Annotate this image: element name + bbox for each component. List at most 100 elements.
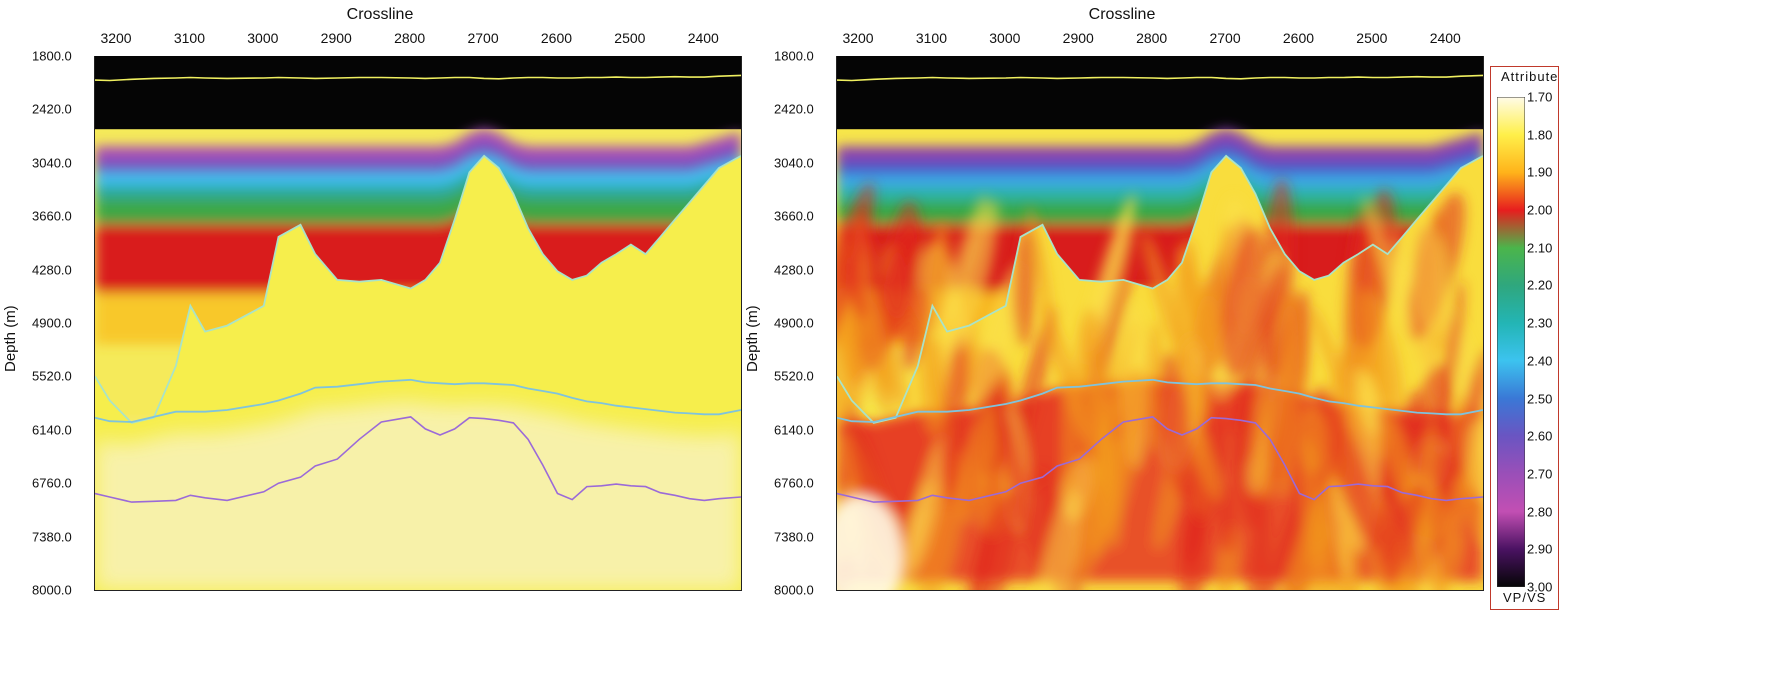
horizon-top: [837, 74, 1483, 82]
y-tick-label: 4280.0: [32, 262, 72, 278]
colorbar-tick-label: 1.90: [1527, 164, 1553, 180]
sediment-band: [837, 169, 1483, 202]
x-axis-title: Crossline: [346, 6, 414, 23]
y-tick-label: 3040.0: [32, 155, 72, 171]
colorbar-tick-label: 2.90: [1527, 541, 1553, 557]
colorbar-label: VP/VS: [1503, 590, 1547, 605]
velocity-streak: [1253, 386, 1276, 504]
x-tick-label: 3100: [173, 30, 205, 46]
y-tick-label: 5520.0: [774, 368, 814, 384]
y-tick-label: 4900.0: [774, 315, 814, 331]
velocity-streak: [1437, 533, 1463, 590]
water-layer: [837, 56, 1483, 130]
colorbar-title: Attribute: [1501, 69, 1559, 84]
velocity-streak: [1196, 276, 1216, 353]
colorbar-tick-label: 2.80: [1527, 504, 1553, 520]
colorbar-tick-label: 1.70: [1527, 89, 1553, 105]
velocity-streak: [1331, 479, 1352, 582]
water-layer: [95, 56, 741, 130]
colorbar-rect: [1497, 97, 1525, 587]
x-tick-label: 2400: [687, 30, 719, 46]
y-axis-title: Depth (m): [744, 305, 761, 372]
sediment-band: [95, 154, 741, 187]
x-tick-label: 2800: [1136, 30, 1168, 46]
horizon-base-salt: [837, 378, 1483, 423]
horizon-deep: [95, 416, 741, 503]
y-tick-label: 8000.0: [774, 582, 814, 598]
colorbar-tick-label: 2.40: [1527, 353, 1553, 369]
velocity-streak: [974, 262, 1025, 406]
pale-patch: [837, 495, 902, 590]
velocity-streak: [940, 332, 969, 500]
velocity-streak: [991, 379, 1041, 570]
velocity-streak: [1091, 192, 1136, 354]
velocity-streak: [1353, 367, 1379, 435]
velocity-streak: [1412, 225, 1447, 336]
velocity-streak: [1455, 349, 1483, 480]
velocity-streak: [1215, 221, 1231, 368]
x-tick-label: 2800: [394, 30, 426, 46]
y-tick-label: 6140.0: [774, 422, 814, 438]
x-tick-label: 3200: [100, 30, 132, 46]
y-tick-label: 7380.0: [32, 529, 72, 545]
velocity-streak: [1027, 206, 1053, 322]
y-tick-label: 1800.0: [774, 48, 814, 64]
y-tick-label: 3660.0: [774, 208, 814, 224]
y-tick-label: 3660.0: [32, 208, 72, 224]
x-tick-label: 2900: [1062, 30, 1094, 46]
horizon-top: [95, 74, 741, 82]
velocity-streak: [1237, 263, 1282, 419]
y-tick-label: 3040.0: [774, 155, 814, 171]
x-tick-label: 3000: [247, 30, 279, 46]
velocity-streak: [1274, 298, 1301, 496]
velocity-streak: [1246, 491, 1272, 590]
horizon-base-salt: [95, 378, 741, 423]
y-tick-label: 5520.0: [32, 368, 72, 384]
colorbar-tick-label: 2.20: [1527, 277, 1553, 293]
velocity-streak: [1438, 279, 1465, 442]
left-panel: Crossline Depth (m) 3200 3100 3000 2900 2800…: [0, 0, 760, 610]
velocity-streak: [1063, 364, 1077, 503]
x-tick-label: 2600: [1282, 30, 1315, 46]
x-tick-label: 2700: [1209, 30, 1241, 46]
velocity-streak: [919, 336, 945, 435]
velocity-streak: [1160, 352, 1193, 502]
velocity-streak: [1097, 425, 1121, 547]
x-tick-label: 2500: [1356, 30, 1388, 46]
left-plot-area: [94, 56, 742, 591]
velocity-streak: [1172, 348, 1206, 424]
right-section-svg: [837, 56, 1483, 590]
velocity-streak: [1358, 289, 1403, 411]
x-tick-label: 2700: [467, 30, 499, 46]
sediment-band: [837, 155, 1483, 188]
velocity-streak: [1221, 226, 1265, 380]
sediment-band: [837, 205, 1483, 293]
sediment-band: [837, 128, 1483, 162]
velocity-streak: [1384, 481, 1425, 588]
sediment-band: [95, 128, 741, 161]
y-tick-label: 6760.0: [774, 475, 814, 491]
velocity-streak: [954, 200, 999, 351]
velocity-streak: [1145, 321, 1163, 451]
horizon-deep: [837, 416, 1483, 503]
velocity-streak: [883, 201, 921, 340]
sediment-band: [95, 142, 741, 173]
sediment-band: [95, 181, 741, 224]
y-tick-label: 1800.0: [32, 48, 72, 64]
horizon-top-salt: [837, 154, 1483, 424]
x-tick-label: 2600: [540, 30, 573, 46]
horizon-top-salt: [95, 154, 741, 424]
velocity-streak: [1178, 509, 1209, 590]
velocity-streak: [1465, 418, 1483, 501]
x-tick-label: 3000: [989, 30, 1021, 46]
velocity-streak: [837, 182, 875, 370]
y-tick-label: 2420.0: [32, 101, 72, 117]
x-tick-label: 2400: [1429, 30, 1461, 46]
sub-salt-pale: [95, 401, 741, 590]
colorbar-tick-label: 2.70: [1527, 466, 1553, 482]
colorbar-tick-label: 2.60: [1527, 428, 1553, 444]
sub-salt-streaks: [837, 178, 1483, 590]
right-panel: Crossline Depth (m) 3200 3100 3000 2900 2800…: [742, 0, 1502, 610]
velocity-streak: [1411, 363, 1451, 482]
x-axis-title: Crossline: [1088, 6, 1156, 23]
